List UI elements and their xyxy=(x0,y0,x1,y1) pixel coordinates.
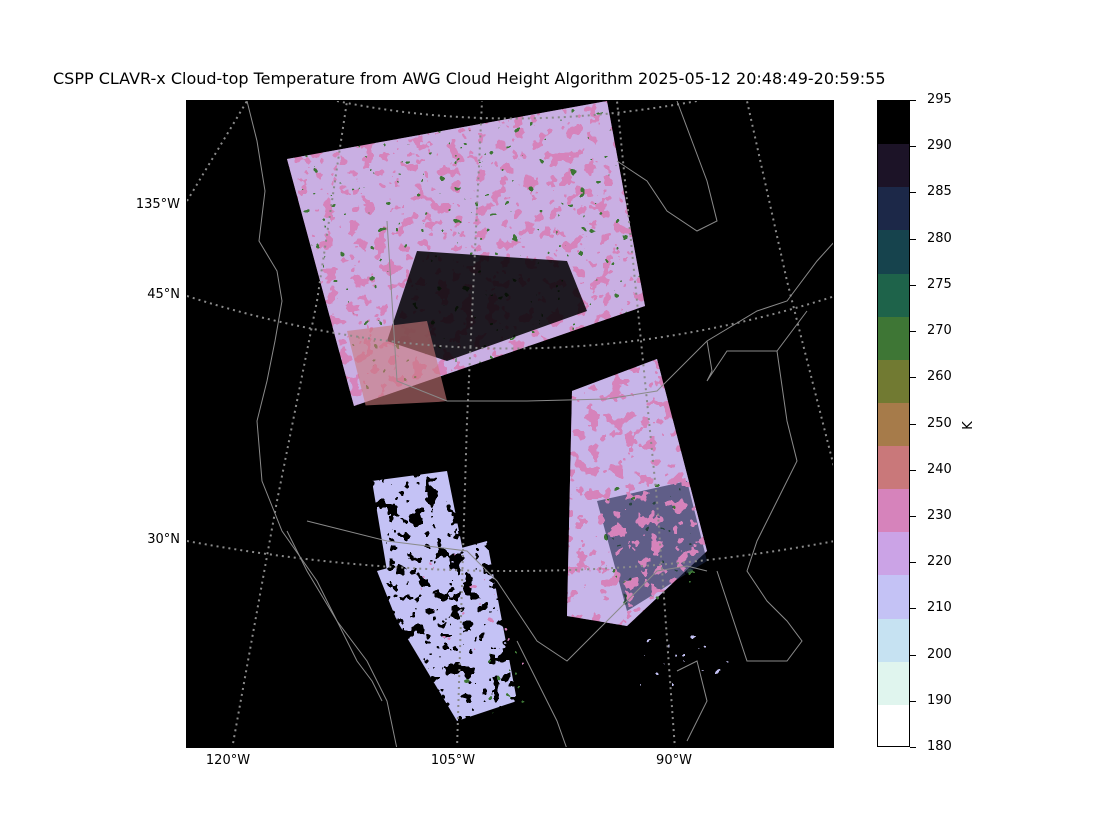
satellite-swath-north xyxy=(287,101,645,411)
colorbar-tick-mark xyxy=(910,284,916,286)
colorbar-tick-mark xyxy=(910,423,916,425)
colorbar-segment xyxy=(878,144,909,188)
colorbar-tick-label: 285 xyxy=(927,184,952,200)
colorbar-tick-label: 270 xyxy=(927,323,952,339)
colorbar-tick-mark xyxy=(910,146,916,148)
colorbar-tick-label: 230 xyxy=(927,507,952,523)
colorbar-tick-mark xyxy=(910,747,916,748)
colorbar-tick-label: 190 xyxy=(927,692,952,708)
colorbar-segment xyxy=(878,273,909,317)
colorbar-segment xyxy=(878,704,909,746)
map-svg xyxy=(187,101,833,747)
colorbar-segment xyxy=(878,661,909,705)
chart-title: CSPP CLAVR-x Cloud-top Temperature from … xyxy=(53,69,886,88)
colorbar-tick-label: 210 xyxy=(927,600,952,616)
colorbar-tick-label: 280 xyxy=(927,230,952,246)
colorbar-tick-label: 240 xyxy=(927,461,952,477)
colorbar-tick-mark xyxy=(910,562,916,564)
colorbar-tick-label: 295 xyxy=(927,92,952,107)
colorbar-segment xyxy=(878,187,909,231)
colorbar-tick-mark xyxy=(910,377,916,379)
colorbar-segment xyxy=(878,618,909,662)
colorbar-segment xyxy=(878,402,909,446)
colorbar-tick-mark xyxy=(910,192,916,194)
colorbar-segment xyxy=(878,316,909,360)
colorbar-segment xyxy=(878,230,909,274)
coastlines xyxy=(246,101,833,747)
satellite-swath-south xyxy=(354,401,527,721)
colorbar-tick-mark xyxy=(910,608,916,610)
lon-label-105w: 105°W xyxy=(430,753,476,768)
colorbar-tick-mark xyxy=(910,238,916,240)
colorbar-unit-label: K xyxy=(960,421,976,430)
colorbar-tick-mark xyxy=(910,100,916,101)
colorbar-tick-label: 275 xyxy=(927,276,952,292)
colorbar-tick-label: 180 xyxy=(927,739,952,754)
satellite-swath-east xyxy=(567,359,737,691)
colorbar-tick-label: 260 xyxy=(927,369,952,385)
lat-label-30n: 30°N xyxy=(147,532,180,547)
lat-label-135w: 135°W xyxy=(135,197,180,212)
colorbar-tick-label: 290 xyxy=(927,138,952,154)
colorbar-tick-label: 250 xyxy=(927,415,952,431)
graticule xyxy=(187,101,833,747)
colorbar-segment xyxy=(878,101,909,145)
colorbar-segment xyxy=(878,532,909,576)
map-panel xyxy=(186,100,834,748)
lon-label-90w: 90°W xyxy=(656,753,692,768)
colorbar-tick-mark xyxy=(910,700,916,702)
lon-label-120w: 120°W xyxy=(205,753,251,768)
colorbar xyxy=(877,100,910,747)
colorbar-tick-mark xyxy=(910,469,916,471)
colorbar-segment xyxy=(878,489,909,533)
colorbar-tick-mark xyxy=(910,331,916,333)
colorbar-tick-label: 200 xyxy=(927,646,952,662)
lat-label-45n: 45°N xyxy=(147,287,180,302)
colorbar-segment xyxy=(878,575,909,619)
colorbar-tick-label: 220 xyxy=(927,554,952,570)
colorbar-tick-mark xyxy=(910,515,916,517)
colorbar-tick-mark xyxy=(910,654,916,656)
colorbar-segment xyxy=(878,446,909,490)
colorbar-segment xyxy=(878,359,909,403)
